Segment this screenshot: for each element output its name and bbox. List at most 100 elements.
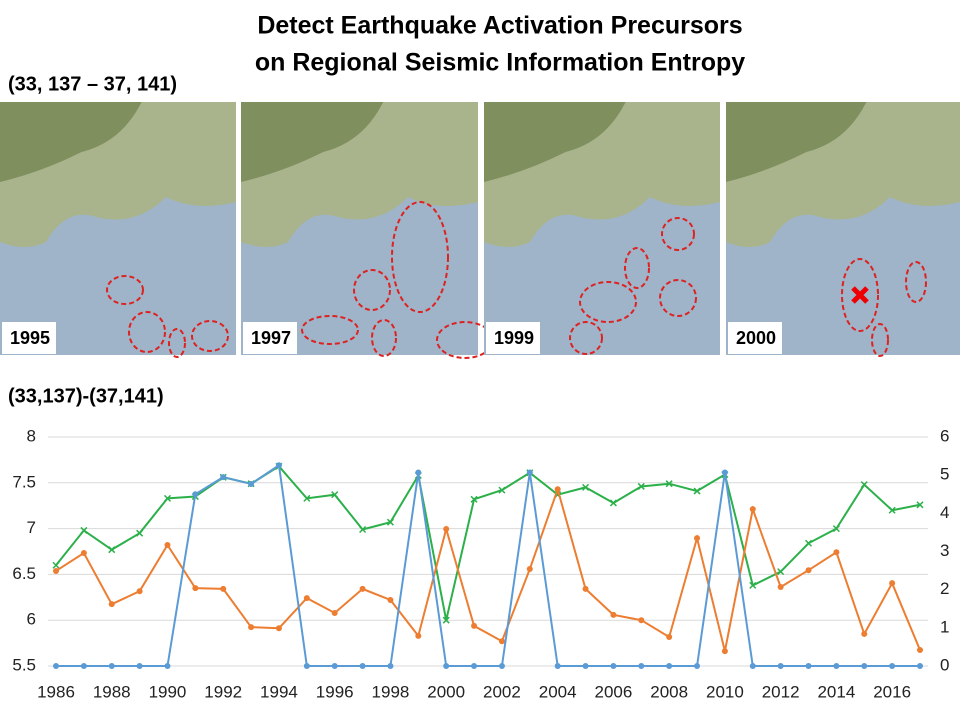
marker [163, 494, 172, 502]
y2-tick-label: 6 [940, 426, 949, 445]
highlight-ring [371, 319, 397, 357]
highlight-ring [905, 261, 927, 303]
marker [220, 585, 227, 592]
marker [303, 663, 310, 669]
marker [443, 663, 450, 669]
marker [52, 561, 60, 569]
marker [331, 663, 338, 669]
y-tick-label: 5.5 [12, 655, 36, 674]
marker [805, 567, 812, 574]
y2-tick-label: 3 [940, 541, 949, 560]
map-strip: 1995 1997 1999 2000 [0, 102, 960, 359]
marker [303, 494, 311, 502]
marker [136, 529, 144, 537]
marker [889, 663, 896, 669]
x-tick-label: 2016 [873, 682, 911, 701]
marker [387, 596, 394, 603]
highlight-ring [301, 315, 359, 345]
marker [777, 568, 785, 576]
marker [777, 583, 784, 590]
highlight-ring [128, 311, 166, 353]
map-mountains [483, 102, 626, 182]
marker [888, 506, 896, 514]
marker [443, 525, 450, 532]
marker [498, 486, 506, 494]
marker [833, 549, 840, 556]
map-mountains [241, 102, 384, 182]
chart-title: (33,137)-(37,141) [8, 385, 164, 407]
marker [721, 648, 728, 655]
x-tick-label: 1998 [372, 682, 410, 701]
x-tick-label: 1990 [149, 682, 187, 701]
marker [582, 663, 589, 669]
marker [889, 580, 896, 587]
highlight-ring [353, 269, 391, 311]
marker [80, 526, 88, 534]
marker [861, 663, 868, 669]
year-box [2, 322, 56, 354]
marker [804, 539, 813, 547]
x-tick-label: 2000 [427, 682, 465, 701]
marker [108, 663, 115, 669]
marker [749, 581, 757, 589]
marker [861, 630, 868, 637]
map-mountains [0, 102, 142, 182]
series-line [55, 465, 921, 621]
marker [248, 480, 255, 487]
highlight-ring [569, 321, 603, 355]
x-tick-label: 2008 [650, 682, 688, 701]
marker [192, 491, 199, 498]
highlight-ring [871, 323, 889, 357]
marker [666, 663, 673, 669]
marker [248, 624, 255, 631]
chart: 5.5 6 6.5 7 7.5 8 0 1 2 3 4 5 6 1986 1988 1990 1992 1994 1… [12, 426, 949, 701]
x-tick-label: 2012 [762, 682, 800, 701]
marker [498, 638, 505, 645]
marker [192, 585, 199, 592]
marker [275, 625, 282, 632]
marker [331, 491, 339, 499]
marker [331, 609, 338, 616]
marker [359, 585, 366, 592]
highlight-ring [391, 201, 449, 313]
marker [860, 481, 868, 489]
y2-tick-label: 0 [940, 655, 949, 674]
x-tick-label: 2006 [595, 682, 633, 701]
marker [749, 663, 756, 669]
marker [749, 506, 756, 513]
marker [275, 462, 282, 469]
series-line [56, 463, 920, 667]
marker [554, 663, 561, 669]
x-tick-label: 1996 [316, 682, 354, 701]
marker [442, 616, 450, 624]
x-tick-label: 2002 [483, 682, 521, 701]
highlight-ring [661, 217, 695, 251]
marker [609, 499, 617, 507]
marker [916, 501, 924, 509]
marker [554, 486, 561, 493]
marker [415, 632, 422, 639]
marker [694, 535, 701, 542]
x-tick-label: 2014 [817, 682, 855, 701]
marker [721, 469, 728, 476]
x-tick-label: 1994 [260, 682, 298, 701]
highlight-ring [191, 320, 229, 352]
epicenter [851, 286, 869, 304]
year-box [243, 322, 297, 354]
marker [694, 663, 701, 669]
highlight-ring [106, 275, 144, 305]
marker [80, 663, 87, 669]
marker [386, 518, 394, 526]
marker [136, 588, 143, 595]
y-tick-label: 7 [27, 518, 36, 537]
marker [638, 663, 645, 669]
marker [498, 663, 505, 669]
marker [415, 469, 422, 476]
y-tick-label: 7.5 [12, 472, 36, 491]
marker [777, 663, 784, 669]
marker [471, 622, 478, 629]
y2-tick-label: 5 [940, 465, 949, 484]
marker [693, 487, 701, 495]
y-tick-label: 8 [27, 426, 36, 445]
